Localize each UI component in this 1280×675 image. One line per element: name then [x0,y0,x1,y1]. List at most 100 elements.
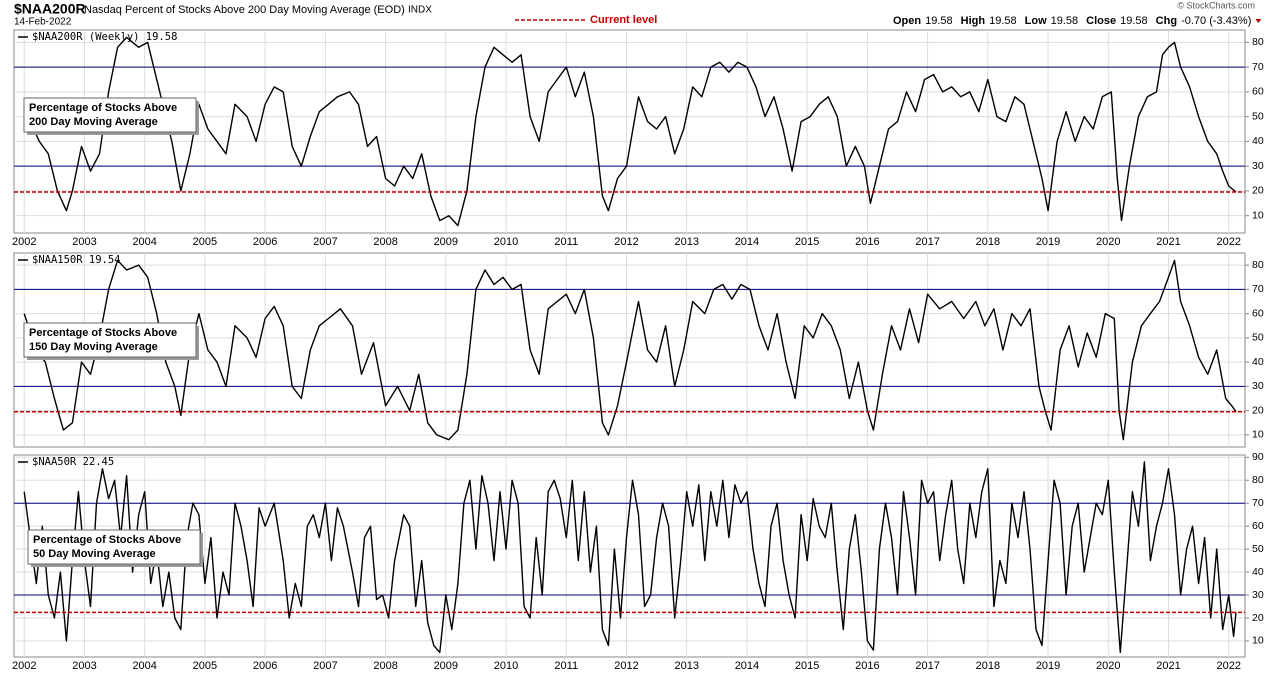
x-tick-label: 2009 [434,660,458,672]
quote-label: Chg [1156,15,1177,27]
exchange: INDX [408,5,432,16]
y-tick-label: 80 [1252,259,1264,271]
down-arrow [1255,19,1262,23]
x-tick-label: 2010 [494,660,518,672]
y-tick-label: 60 [1252,520,1264,532]
x-tick-label: 2017 [915,660,939,672]
x-tick-label: 2008 [373,660,397,672]
y-tick-label: 10 [1252,635,1264,647]
quote-label: Low [1025,15,1047,27]
y-tick-label: 90 [1252,451,1264,463]
x-tick-label: 2015 [795,236,819,248]
x-tick-label: 2017 [915,236,939,248]
x-tick-label: 2019 [1036,236,1060,248]
annotation-box [23,322,197,358]
y-tick-label: 80 [1252,36,1264,48]
x-tick-label: 2021 [1156,236,1180,248]
x-tick-label: 2020 [1096,660,1120,672]
y-tick-label: 80 [1252,474,1264,486]
annotation-text: Percentage of Stocks Above [33,534,181,546]
y-tick-label: 20 [1252,185,1264,197]
x-tick-label: 2022 [1216,236,1240,248]
annotation-box [27,529,201,565]
x-tick-label: 2003 [72,660,96,672]
y-tick-label: 30 [1252,160,1264,172]
x-tick-label: 2018 [976,660,1000,672]
x-tick-label: 2002 [12,660,36,672]
x-tick-label: 2014 [735,236,759,248]
annotation-box [23,97,197,133]
quote-value: 19.58 [989,15,1017,27]
y-tick-label: 60 [1252,86,1264,98]
x-tick-label: 2007 [313,660,337,672]
x-tick-label: 2013 [674,660,698,672]
y-tick-label: 50 [1252,543,1264,555]
quote-value: -0.70 (-3.43%) [1181,15,1251,27]
symbol: $NAA200R [14,1,86,17]
x-tick-label: 2008 [373,236,397,248]
quote-label: Close [1086,15,1116,27]
quote-value: 19.58 [925,15,953,27]
y-tick-label: 50 [1252,332,1264,344]
x-tick-label: 2004 [132,236,156,248]
y-tick-label: 60 [1252,307,1264,319]
x-tick-label: 2003 [72,236,96,248]
y-tick-label: 40 [1252,135,1264,147]
x-tick-label: 2022 [1216,660,1240,672]
x-tick-label: 2009 [434,236,458,248]
legend-label: Current level [590,14,657,26]
x-tick-label: 2010 [494,236,518,248]
annotation-text: 150 Day Moving Average [29,341,158,353]
y-tick-label: 40 [1252,566,1264,578]
quote-value: 19.58 [1051,15,1079,27]
quote-label: Open [893,15,921,27]
y-tick-label: 30 [1252,380,1264,392]
x-tick-label: 2012 [614,236,638,248]
y-tick-label: 10 [1252,209,1264,221]
series-legend: $NAA200R (Weekly) 19.58 [32,31,177,43]
annotation-text: Percentage of Stocks Above [29,327,177,339]
x-tick-label: 2014 [735,660,759,672]
data-line [23,461,1237,654]
x-tick-label: 2021 [1156,660,1180,672]
panel-frame [13,29,1246,234]
annotation-text: 50 Day Moving Average [33,548,156,560]
y-tick-label: 20 [1252,404,1264,416]
quote-value: 19.58 [1120,15,1148,27]
x-tick-label: 2012 [614,660,638,672]
y-tick-label: 40 [1252,356,1264,368]
x-tick-label: 2016 [855,236,879,248]
x-tick-label: 2020 [1096,236,1120,248]
data-line [23,36,1237,227]
series-legend: $NAA150R 19.54 [32,254,121,266]
y-tick-label: 70 [1252,283,1264,295]
y-tick-label: 10 [1252,429,1264,441]
description: Nasdaq Percent of Stocks Above 200 Day M… [84,4,405,16]
x-tick-label: 2006 [253,236,277,248]
y-tick-label: 20 [1252,612,1264,624]
y-tick-label: 70 [1252,61,1264,73]
annotation-text: 200 Day Moving Average [29,116,158,128]
x-tick-label: 2016 [855,660,879,672]
copyright: © StockCharts.com [1177,0,1255,10]
x-tick-label: 2006 [253,660,277,672]
quote-label: High [961,15,986,27]
y-tick-label: 30 [1252,589,1264,601]
x-tick-label: 2011 [554,236,578,248]
x-tick-label: 2004 [132,660,156,672]
data-line [23,259,1237,441]
x-tick-label: 2018 [976,236,1000,248]
x-tick-label: 2011 [554,660,578,672]
annotation-text: Percentage of Stocks Above [29,102,177,114]
y-tick-label: 70 [1252,497,1264,509]
panel-frame [13,454,1246,658]
x-tick-label: 2007 [313,236,337,248]
date: 14-Feb-2022 [14,17,72,28]
x-tick-label: 2019 [1036,660,1060,672]
x-tick-label: 2015 [795,660,819,672]
x-tick-label: 2005 [193,660,217,672]
x-tick-label: 2013 [674,236,698,248]
x-tick-label: 2005 [193,236,217,248]
x-tick-label: 2002 [12,236,36,248]
